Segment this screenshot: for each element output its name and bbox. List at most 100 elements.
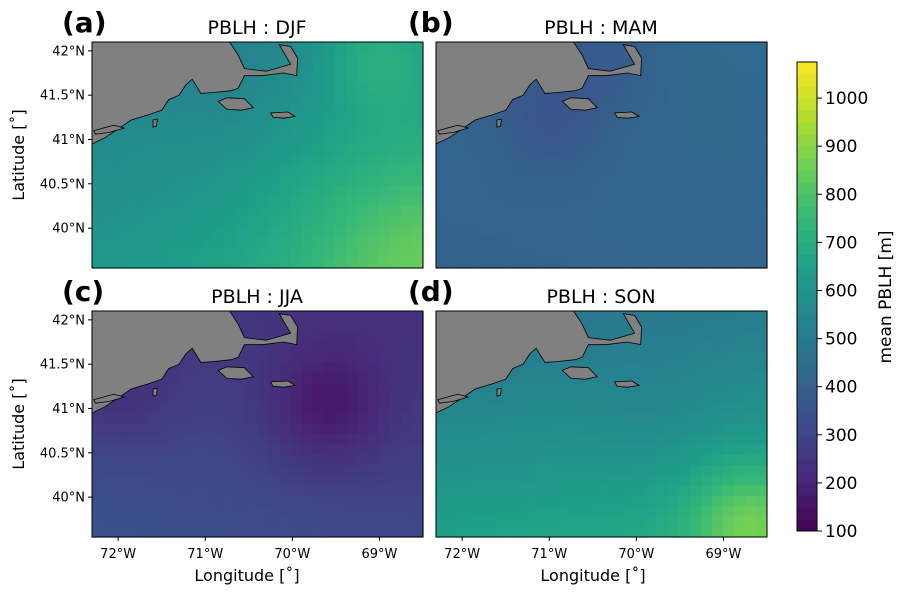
heatmap-cell <box>491 226 503 238</box>
heatmap-cell <box>400 362 413 374</box>
heatmap-cell <box>667 393 680 405</box>
heatmap-cell <box>257 372 270 384</box>
heatmap-cell <box>257 185 270 197</box>
heatmap-cell <box>257 516 270 528</box>
heatmap-cell <box>656 196 669 207</box>
heatmap-cell <box>290 485 303 497</box>
heatmap-cell <box>678 341 691 353</box>
heatmap-cell <box>202 454 214 466</box>
heatmap-cell <box>169 175 181 187</box>
x-tick-label: 72°W <box>444 547 480 562</box>
heatmap-cell <box>590 434 603 446</box>
heatmap-cell <box>722 434 735 446</box>
heatmap-cell <box>502 196 514 207</box>
heatmap-cell <box>557 216 569 228</box>
heatmap-cell <box>458 475 470 487</box>
heatmap-cell <box>612 134 625 146</box>
heatmap-cell <box>235 495 248 507</box>
heatmap-cell <box>667 382 680 394</box>
heatmap-cell <box>125 247 137 259</box>
heatmap-cell <box>480 237 492 249</box>
heatmap-cell <box>656 83 669 94</box>
heatmap-cell <box>323 352 336 363</box>
heatmap-cell <box>546 413 558 425</box>
heatmap-cell <box>268 134 281 146</box>
heatmap-cell <box>279 52 292 64</box>
heatmap-cell <box>678 206 691 218</box>
heatmap-cell <box>469 165 481 177</box>
heatmap-cell <box>458 175 470 187</box>
heatmap-cell <box>524 372 536 384</box>
heatmap-cell <box>700 144 713 156</box>
heatmap-cell <box>290 216 303 228</box>
heatmap-cell <box>689 434 702 446</box>
heatmap-cell <box>257 495 270 507</box>
heatmap-cell <box>268 434 281 446</box>
heatmap-cell <box>246 185 259 197</box>
heatmap-cell <box>246 113 259 125</box>
heatmap-cell <box>279 403 292 415</box>
heatmap-cell <box>513 403 525 415</box>
heatmap-cell <box>678 506 691 518</box>
heatmap-cell <box>502 424 514 435</box>
heatmap-cell <box>469 465 481 476</box>
colorbar-tick-label: 400 <box>825 378 857 398</box>
heatmap-cell <box>634 382 647 394</box>
heatmap-cell <box>411 103 424 115</box>
heatmap-cell <box>158 382 170 394</box>
heatmap-cell <box>389 403 402 415</box>
heatmap-cell <box>711 454 724 466</box>
heatmap-cell <box>389 424 402 435</box>
heatmap-cell <box>312 382 325 394</box>
heatmap-cell <box>667 103 680 115</box>
heatmap-cell <box>334 185 347 197</box>
heatmap-cell <box>645 144 658 156</box>
heatmap-cell <box>345 124 358 136</box>
heatmap-cell <box>579 185 592 197</box>
heatmap-cell <box>191 124 203 136</box>
heatmap-cell <box>744 372 757 384</box>
heatmap-cell <box>136 237 148 249</box>
heatmap-cell <box>722 185 735 197</box>
heatmap-cell <box>590 196 603 207</box>
heatmap-cell <box>612 516 625 528</box>
heatmap-cell <box>546 393 558 405</box>
heatmap-cell <box>744 424 757 435</box>
heatmap-cell <box>645 506 658 518</box>
heatmap-cell <box>678 165 691 177</box>
heatmap-cell <box>513 372 525 384</box>
heatmap-cell <box>246 237 259 249</box>
heatmap-cell <box>367 413 380 425</box>
heatmap-cell <box>645 444 658 456</box>
heatmap-cell <box>579 155 592 166</box>
heatmap-cell <box>411 175 424 187</box>
heatmap-cell <box>645 331 658 343</box>
heatmap-cell <box>279 103 292 115</box>
heatmap-cell <box>623 155 636 166</box>
heatmap-cell <box>645 516 658 528</box>
heatmap-cell <box>700 465 713 476</box>
heatmap-cell <box>546 175 558 187</box>
heatmap-cell <box>612 393 625 405</box>
heatmap-cell <box>334 155 347 166</box>
heatmap-cell <box>711 72 724 84</box>
heatmap-cell <box>733 93 746 105</box>
heatmap-cell <box>557 185 569 197</box>
heatmap-cell <box>755 165 768 177</box>
heatmap-cell <box>411 124 424 136</box>
heatmap-cell <box>158 134 170 146</box>
heatmap-cell <box>257 226 270 238</box>
y-ticks: 42°N41.5°N41°N40.5°N40°N <box>40 44 92 237</box>
heatmap-cell <box>634 495 647 507</box>
heatmap-cell <box>235 444 248 456</box>
heatmap-cell <box>345 52 358 64</box>
heatmap-cell <box>147 382 159 394</box>
heatmap-cell <box>169 403 181 415</box>
heatmap-cell <box>290 103 303 115</box>
heatmap-cell <box>125 526 137 538</box>
heatmap-cell <box>224 444 237 456</box>
heatmap-cell <box>301 434 314 446</box>
heatmap-cell <box>169 144 181 156</box>
heatmap-cell <box>590 185 603 197</box>
heatmap-cell <box>601 434 614 446</box>
